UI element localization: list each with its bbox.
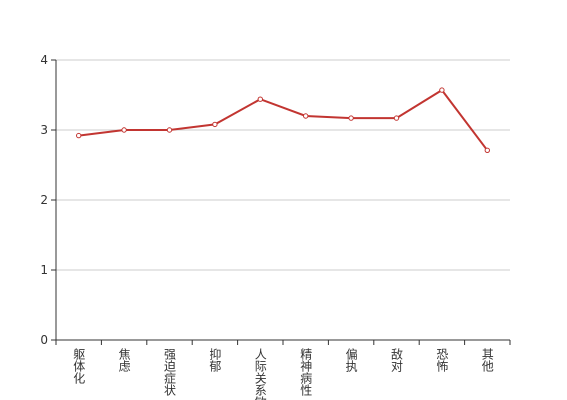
x-tick-label: 精神病性 (299, 348, 313, 397)
point (76, 132, 82, 139)
y-tick-label: 3 (40, 123, 48, 137)
point (484, 147, 490, 154)
point (166, 127, 173, 133)
point (439, 87, 445, 93)
point (348, 115, 354, 121)
y-tick-label: 1 (40, 263, 48, 277)
x-tick-label: 强迫症状 (163, 348, 177, 396)
y-tick-label: 4 (40, 53, 48, 67)
x-tick-label: 焦虑 (117, 348, 131, 372)
point (257, 96, 263, 102)
point (212, 121, 218, 128)
point (303, 113, 309, 119)
x-tick-label: 其他 (480, 348, 494, 372)
point (393, 115, 400, 121)
x-tick-label: 偏执 (344, 347, 358, 373)
x-tick-label: 人际关系敏感 (253, 348, 267, 400)
point (121, 127, 127, 133)
y-tick-label: 2 (40, 193, 48, 207)
x-tick-label: 躯体化 (72, 347, 86, 385)
y-tick-label: 0 (40, 333, 48, 347)
x-tick-label: 抑郁 (208, 347, 222, 373)
x-tick-label: 恐怖 (435, 348, 449, 372)
line (78, 88, 489, 151)
x-tick-label: 敌对 (390, 347, 404, 372)
